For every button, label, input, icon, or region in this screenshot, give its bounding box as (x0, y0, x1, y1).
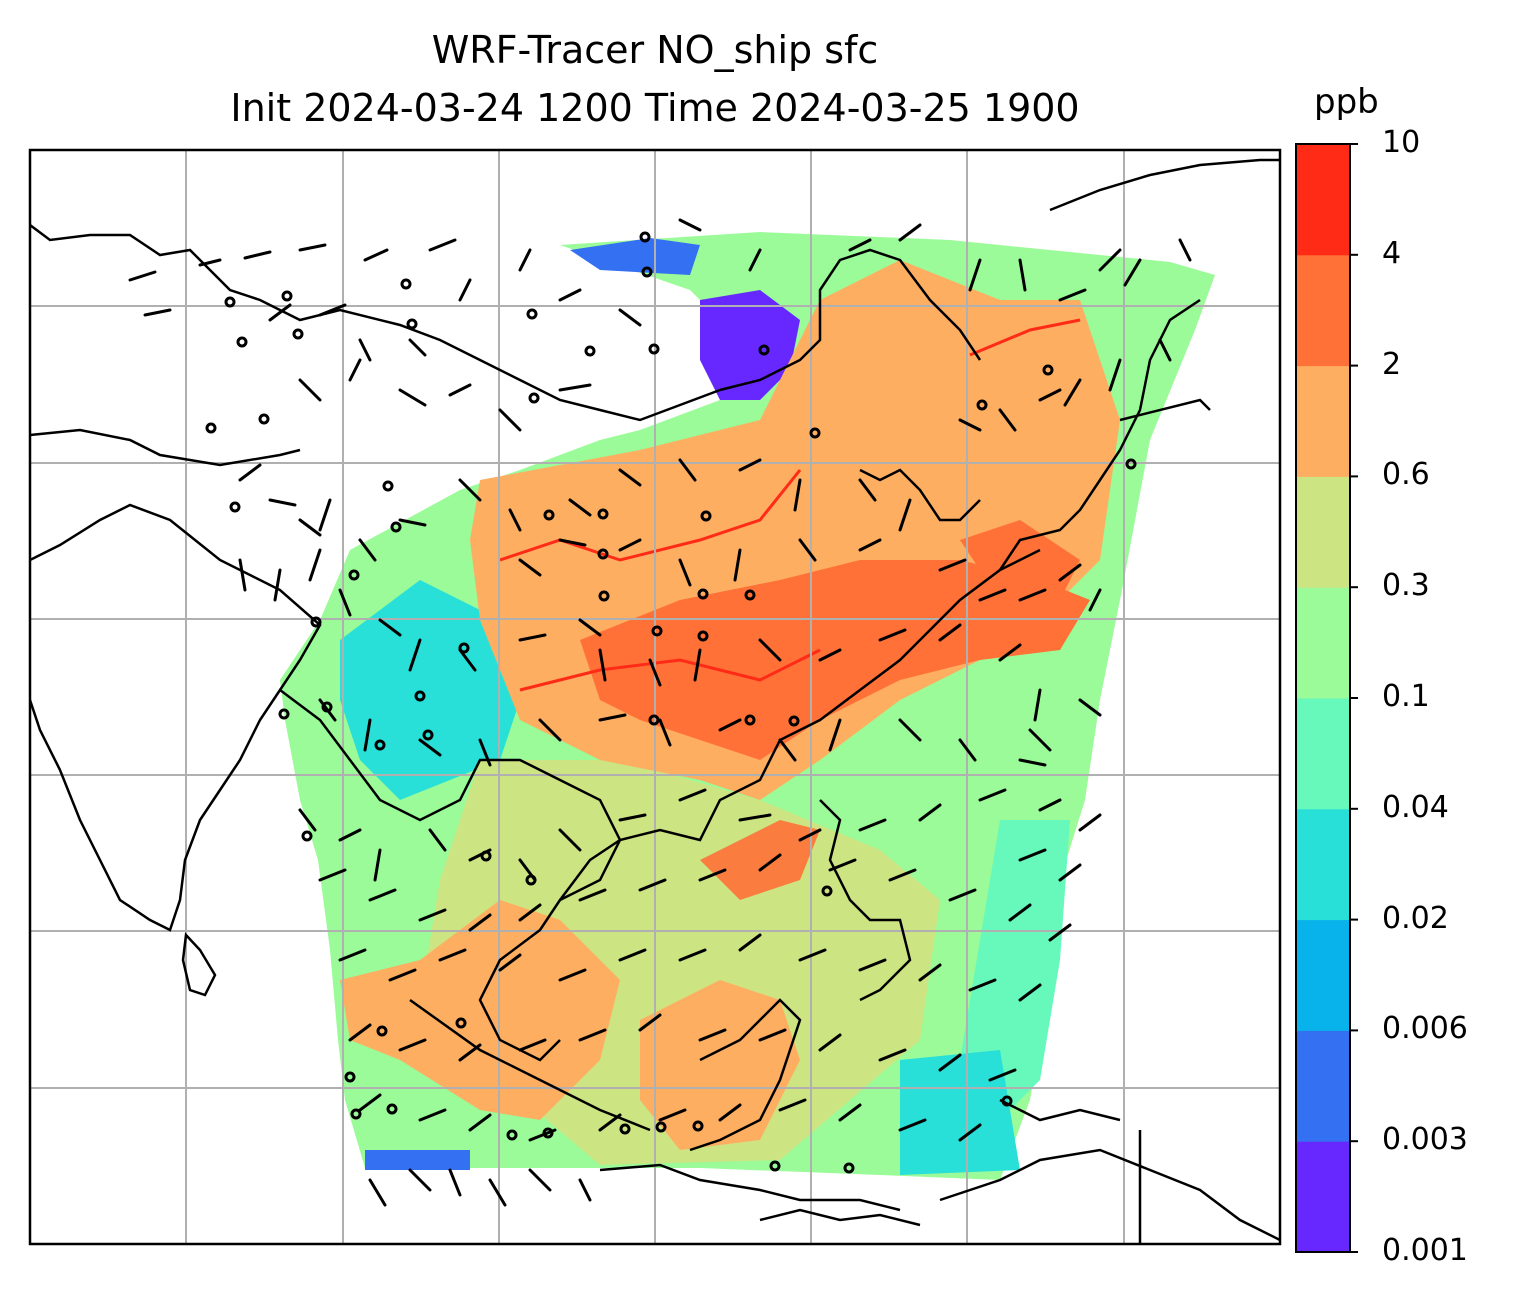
title-line-1: WRF-Tracer NO_ship sfc (431, 28, 879, 72)
colorbar-tick-label: 0.3 (1382, 568, 1430, 604)
colorbar-segment (1296, 808, 1350, 921)
field-cyan-east (960, 820, 1070, 1120)
wind-barbs (128, 218, 1192, 1207)
colorbar-tick-label: 0.001 (1382, 1233, 1468, 1268)
field-red-line-3 (969, 318, 1081, 357)
colorbar-tick-label: 0.6 (1382, 457, 1430, 493)
colorbar-segment (1296, 254, 1350, 367)
colorbar-tick-label: 4 (1382, 235, 1402, 271)
colorbar-segment (1296, 587, 1350, 699)
colorbar-tick-label: 0.02 (1382, 900, 1449, 936)
field-cyan-south (900, 1050, 1020, 1175)
field-red-plume (580, 560, 1090, 760)
field-red-line-1 (499, 469, 802, 562)
map-field (280, 232, 1215, 1180)
field-blue-patch-southwest (365, 1150, 470, 1170)
map-frame (28, 148, 1282, 1246)
colorbar (1295, 143, 1358, 1253)
colorbar-segment (1296, 919, 1350, 1031)
colorbar-segment (1296, 144, 1350, 256)
colorbar-tick-label: 0.006 (1382, 1011, 1468, 1047)
colorbar-tick-label: 0.003 (1382, 1122, 1468, 1158)
field-orange-borneo (640, 980, 800, 1150)
colorbar-unit-label: ppb (1314, 82, 1379, 122)
colorbar-segment (1296, 1141, 1350, 1253)
field-red-line-2 (519, 648, 821, 692)
colorbar-segment (1296, 1030, 1350, 1142)
calm-circles (205, 231, 1137, 1174)
field-red-scs (700, 820, 820, 900)
field-orange-southwest (340, 900, 620, 1120)
colorbar-segment (1296, 365, 1350, 477)
colorbar-tick-label: 10 (1382, 125, 1421, 160)
gridlines (30, 150, 1280, 1244)
colorbar-tick-label: 2 (1382, 346, 1402, 382)
colorbar-segment (1296, 698, 1350, 810)
colorbar-tick-label: 0.1 (1382, 679, 1430, 714)
colorbar-tick-label: 0.04 (1382, 789, 1449, 825)
field-blue-patch-north (570, 238, 700, 275)
colorbar-segment (1296, 476, 1350, 588)
title-line-2: Init 2024-03-24 1200 Time 2024-03-25 190… (230, 86, 1080, 130)
